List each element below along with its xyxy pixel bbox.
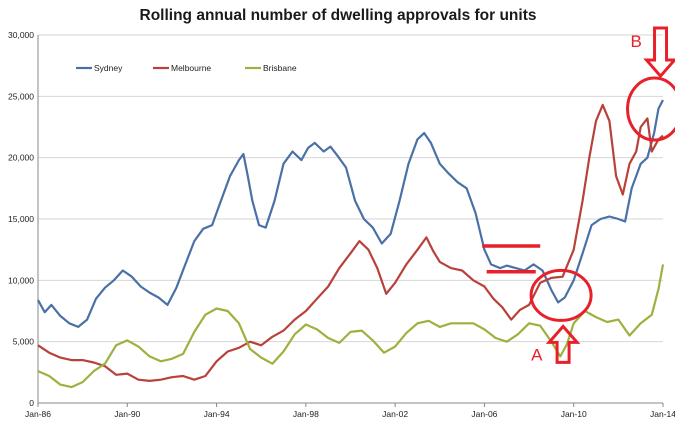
x-tick-label: Jan-10: [561, 409, 587, 419]
x-tick-label: Jan-06: [471, 409, 497, 419]
axes: 0 5,000 10,000 15,000 20,000 25,000 30,000 Jan-…: [8, 30, 675, 419]
x-tick-label: Jan-98: [293, 409, 319, 419]
series-line-sydney: [37, 99, 664, 328]
x-tick-label: Jan-02: [382, 409, 408, 419]
y-tick-label: 5,000: [13, 337, 35, 347]
annotation-b-arrow: [643, 26, 675, 79]
legend: Sydney Melbourne Brisbane: [76, 63, 297, 73]
series-line-melbourne: [37, 103, 664, 382]
x-tick-label: Jan-90: [114, 409, 140, 419]
legend-label-brisbane: Brisbane: [263, 63, 297, 73]
annotation-b-circle: [626, 76, 675, 142]
annotation-a-label: A: [531, 345, 543, 364]
y-tick-label: 25,000: [8, 91, 34, 101]
y-tick-label: 15,000: [8, 214, 34, 224]
annotation-a-arrow: [545, 324, 581, 364]
x-tick-label: Jan-94: [204, 409, 230, 419]
annotation-b-label: B: [631, 32, 642, 51]
series-lines: [37, 99, 665, 389]
y-tick-label: 0: [29, 398, 34, 408]
legend-label-melbourne: Melbourne: [171, 63, 211, 73]
chart-title: Rolling annual number of dwelling approv…: [140, 7, 537, 24]
annotation-a-circle: [529, 268, 593, 322]
y-tick-label: 10,000: [8, 275, 34, 285]
x-tick-label: Jan-86: [25, 409, 51, 419]
x-tick-label: Jan-14: [650, 409, 675, 419]
y-tick-label: 20,000: [8, 153, 34, 163]
grid-lines: [38, 34, 663, 343]
y-tick-label: 30,000: [8, 30, 34, 40]
series-line-brisbane: [37, 264, 665, 389]
annotations: AB: [482, 26, 675, 364]
legend-label-sydney: Sydney: [94, 63, 123, 73]
